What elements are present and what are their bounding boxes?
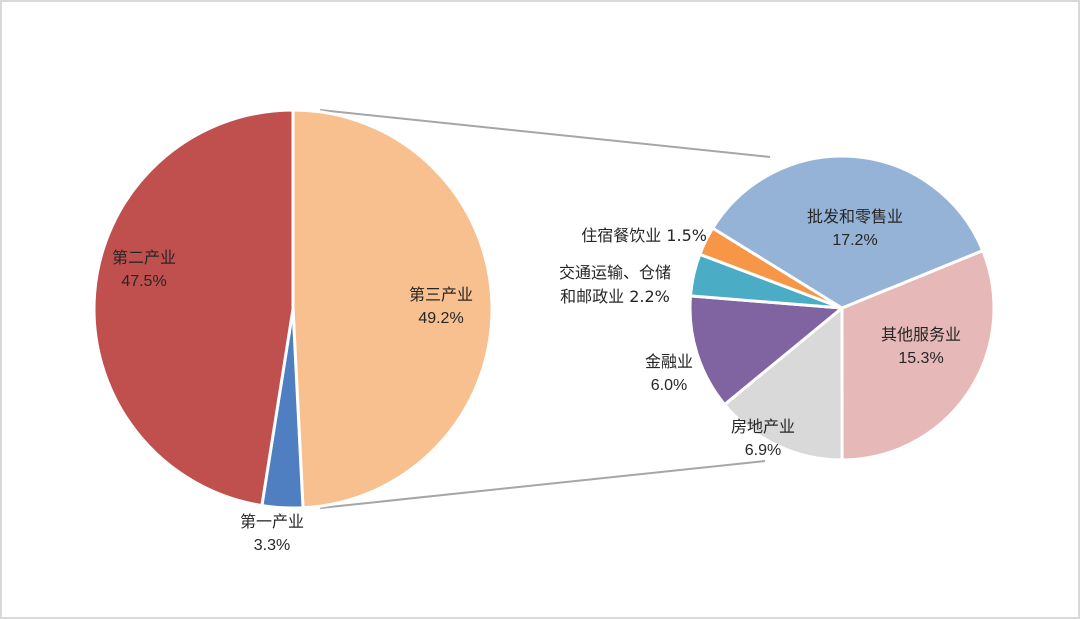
main-pie: [92, 108, 494, 510]
data-label: 49.2%: [418, 310, 463, 327]
data-label: 第一产业: [240, 512, 304, 531]
data-labels: 第三产业 49.2% 第一产业 3.3% 第二产业 47.5% 其他服务业 15.3% 房地产业…: [112, 207, 961, 554]
data-label: 房地产业: [731, 417, 795, 436]
data-label: 3.3%: [254, 537, 290, 554]
main-pie-slice: [291, 108, 494, 510]
data-label: 15.3%: [898, 350, 943, 367]
data-label: 6.0%: [651, 377, 687, 394]
connector-line: [319, 109, 771, 158]
data-label: 和邮政业 2.2%: [560, 287, 670, 306]
secondary-pie: [688, 154, 996, 462]
secondary-pie-slice: [723, 306, 844, 462]
data-label: 第二产业: [112, 248, 176, 267]
secondary-pie-slice: [688, 294, 844, 407]
secondary-pie-slice: [840, 249, 996, 462]
data-label: 批发和零售业: [807, 207, 903, 226]
data-label: 17.2%: [832, 232, 877, 249]
data-label: 第三产业: [409, 285, 473, 304]
data-label: 其他服务业: [881, 325, 961, 344]
secondary-pie-slice: [711, 154, 985, 310]
main-pie-slice: [92, 108, 295, 508]
data-label: 金融业: [645, 352, 693, 371]
data-label: 47.5%: [121, 273, 166, 290]
data-label: 6.9%: [745, 442, 781, 459]
data-label: 交通运输、仓储: [559, 263, 671, 282]
connector-lines: [319, 109, 771, 509]
data-label: 住宿餐饮业 1.5%: [581, 226, 707, 245]
connector-line: [319, 460, 766, 509]
